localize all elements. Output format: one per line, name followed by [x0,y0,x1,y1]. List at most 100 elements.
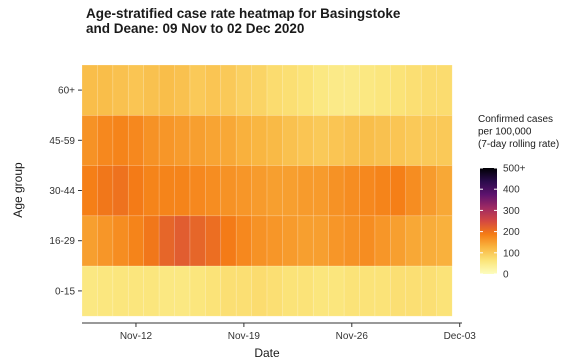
heatmap-cell [328,64,345,116]
heatmap-cell [282,64,299,116]
heatmap-cell [405,114,422,166]
heatmap-cell [390,215,407,267]
heatmap-cell [235,64,253,116]
heatmap-cell [220,165,237,217]
heatmap-cell [343,64,360,116]
heatmap-cell [328,265,345,317]
heatmap-cell [282,215,299,267]
heatmap-cell [81,64,98,116]
heatmap-cell [359,265,376,317]
heatmap-cell [359,165,376,217]
heatmap-cell [297,265,314,317]
heatmap-cell [251,265,268,317]
heatmap-cell [312,165,330,217]
heatmap-cell [251,64,268,116]
heatmap-cell [205,165,222,217]
heatmap-cell [266,64,283,116]
colorbar-tick-label: 400 [503,185,520,196]
heatmap-cell [343,114,360,166]
colorbar [480,168,497,274]
heatmap-cell [374,265,391,317]
heatmap-tiles [81,64,453,317]
heatmap-cell [390,114,407,166]
heatmap-cell [235,215,253,267]
heatmap-cell [436,165,453,217]
heatmap-cell [312,265,330,317]
heatmap-cell [205,114,222,166]
heatmap-cell [297,64,314,116]
heatmap-cell [158,215,176,267]
x-tick-label: Nov-19 [228,331,261,342]
heatmap-cell [343,165,360,217]
heatmap-cell [127,215,145,267]
heatmap-cell [97,215,114,267]
heatmap-cell [405,64,422,116]
colorbar-legend: Confirmed cases per 100,000(7-day rolling… [478,114,559,281]
heatmap-cell [158,114,176,166]
heatmap-cell [143,114,160,166]
heatmap-cell [420,64,438,116]
y-axis: 0-15 16-29 30-44 45-59 60+ [49,86,82,297]
heatmap-cell [97,64,114,116]
heatmap-cell [359,114,376,166]
heatmap-cell [174,265,191,317]
heatmap-cell [220,114,237,166]
heatmap-cell [343,215,360,267]
y-tick-label: 60+ [58,86,75,97]
colorbar-ticks: 0 100 200 300 400 500+ [480,164,526,281]
colorbar-tick-label: 0 [503,270,509,281]
colorbar-title-line: per 100,000 [478,127,532,138]
heatmap-cell [436,64,453,116]
colorbar-tick-label: 300 [503,206,520,217]
heatmap-cell [112,165,129,217]
colorbar-title-line: (7-day rolling rate) [478,139,559,150]
heatmap-cell [405,215,422,267]
heatmap-cell [205,64,222,116]
y-tick-label: 45-59 [49,136,75,147]
heatmap-cell [127,165,145,217]
heatmap-cell [189,165,206,217]
heatmap-cell [359,64,376,116]
heatmap-cell [266,215,283,267]
heatmap-cell [97,114,114,166]
heatmap-cell [266,165,283,217]
heatmap-cell [112,265,129,317]
heatmap-cell [282,165,299,217]
heatmap-cell [112,114,129,166]
heatmap-cell [189,265,206,317]
y-tick-label: 0-15 [55,286,75,297]
heatmap-cell [174,114,191,166]
heatmap-cell [143,64,160,116]
heatmap-cell [297,215,314,267]
chart-title: Age-stratified case rate heatmap for Bas… [86,6,401,36]
heatmap-cell [436,215,453,267]
heatmap-cell [158,165,176,217]
heatmap-cell [436,114,453,166]
heatmap-cell [81,165,98,217]
colorbar-tick-label: 200 [503,227,520,238]
heatmap-cell [420,114,438,166]
heatmap-cell [189,64,206,116]
heatmap-cell [312,64,330,116]
heatmap-cell [81,114,98,166]
heatmap-cell [312,215,330,267]
y-tick-label: 30-44 [49,186,75,197]
heatmap-cell [174,64,191,116]
heatmap-cell [112,64,129,116]
heatmap-cell [158,265,176,317]
heatmap-cell [127,265,145,317]
colorbar-title: Confirmed cases per 100,000(7-day rolling… [478,114,559,150]
x-axis-label: Date [254,346,280,360]
colorbar-tick-label: 100 [503,248,520,259]
heatmap-cell [420,165,438,217]
x-tick-label: Dec-03 [444,331,477,342]
y-axis-label: Age group [11,162,25,218]
heatmap-cell [235,165,253,217]
heatmap-cell [328,165,345,217]
heatmap-cell [143,215,160,267]
y-tick-label: 16-29 [49,236,75,247]
heatmap-cell [374,114,391,166]
heatmap-cell [251,114,268,166]
heatmap-cell [235,265,253,317]
heatmap-cell [266,265,283,317]
